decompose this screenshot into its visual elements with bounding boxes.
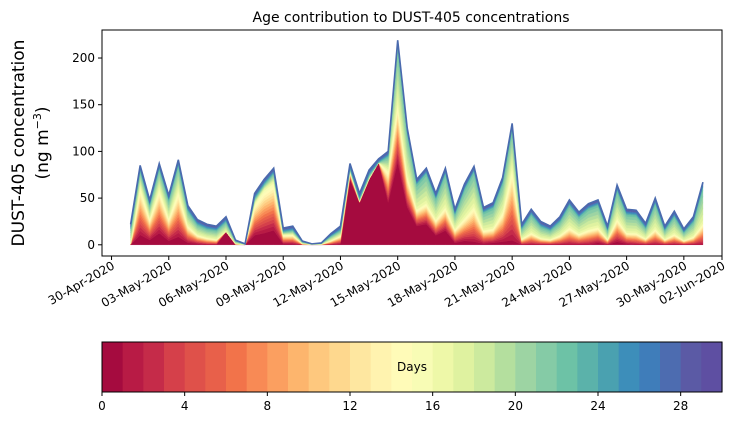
colorbar-segment: [453, 342, 475, 392]
colorbar-tick-label: 8: [264, 399, 272, 413]
colorbar-segment: [329, 342, 351, 392]
colorbar-label: Days: [397, 360, 427, 374]
colorbar-segment: [577, 342, 599, 392]
y-axis: 0 50 100 150 200: [72, 51, 102, 252]
colorbar-segment: [515, 342, 537, 392]
colorbar-segment: [122, 342, 144, 392]
colorbar-segment: [556, 342, 578, 392]
colorbar-segment: [308, 342, 330, 392]
y-tick-label: 50: [80, 191, 95, 205]
chart-title: Age contribution to DUST-405 concentrati…: [253, 10, 570, 26]
colorbar: 0 4 8 12 16 20 24 28 Days: [98, 341, 723, 413]
colorbar-segment: [598, 342, 620, 392]
colorbar-segment: [246, 342, 268, 392]
colorbar-tick-label: 0: [98, 399, 106, 413]
colorbar-tick-label: 12: [342, 399, 357, 413]
colorbar-segment: [701, 342, 723, 392]
colorbar-segment: [164, 342, 186, 392]
y-axis-label: DUST-405 concentration (ng m−3): [9, 40, 53, 247]
colorbar-tick-label: 24: [590, 399, 605, 413]
y-tick-label: 0: [87, 238, 95, 252]
colorbar-segment: [143, 342, 165, 392]
colorbar-segment: [432, 342, 454, 392]
colorbar-segment: [350, 342, 372, 392]
colorbar-tick-label: 20: [508, 399, 523, 413]
colorbar-segment: [660, 342, 682, 392]
colorbar-segment: [370, 342, 392, 392]
colorbar-segment: [226, 342, 248, 392]
colorbar-segment: [639, 342, 661, 392]
colorbar-tick-label: 28: [673, 399, 688, 413]
colorbar-segment: [205, 342, 227, 392]
colorbar-segment: [391, 342, 413, 392]
colorbar-segment: [474, 342, 496, 392]
colorbar-frame: [101, 341, 723, 393]
colorbar-segment: [618, 342, 640, 392]
colorbar-segment: [267, 342, 289, 392]
colorbar-segment: [412, 342, 434, 392]
plot-frame: [101, 29, 723, 257]
colorbar-segment: [680, 342, 702, 392]
y-axis-label-line2: (ng m−3): [31, 106, 53, 179]
colorbar-segment: [494, 342, 516, 392]
y-tick-label: 150: [72, 98, 95, 112]
colorbar-segment: [288, 342, 310, 392]
colorbar-segment: [536, 342, 558, 392]
total-concentration-line: [129, 40, 704, 245]
y-tick-label: 200: [72, 51, 95, 65]
plot-area: [129, 40, 704, 246]
y-tick-label: 100: [72, 144, 95, 158]
colorbar-segment: [184, 342, 206, 392]
colorbar-tick-label: 16: [425, 399, 440, 413]
x-axis: 30-Apr-202003-May-202006-May-202009-May-…: [46, 256, 728, 310]
colorbar-tick-label: 4: [181, 399, 189, 413]
y-axis-label-line1: DUST-405 concentration: [9, 40, 29, 247]
colorbar-segment: [102, 342, 124, 392]
